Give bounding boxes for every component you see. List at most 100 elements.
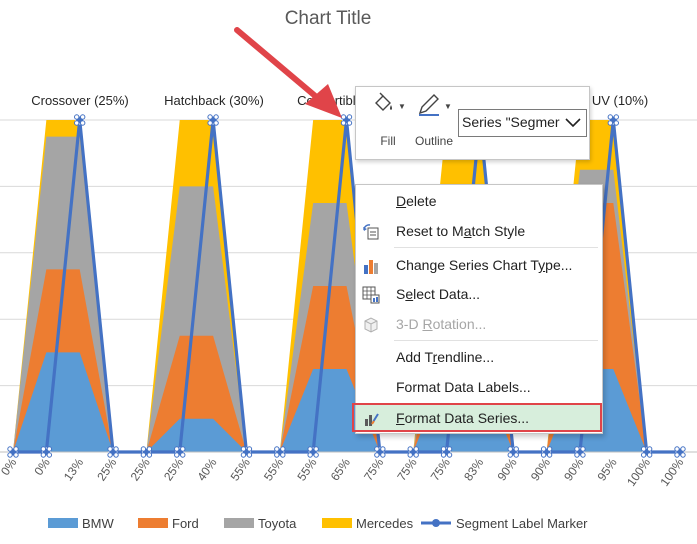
legend-swatch (224, 518, 254, 528)
marker-point[interactable] (407, 446, 419, 458)
menu-item-label: Change Series Chart Type... (396, 257, 573, 273)
tick-label: 55% (261, 455, 286, 483)
menu-item-label: Select Data... (396, 286, 481, 302)
legend-entry[interactable]: Ford (138, 516, 199, 531)
fill-button[interactable]: ▼ Fill (366, 91, 410, 148)
area-bmw[interactable] (13, 352, 680, 452)
red-arrow-annotation (234, 27, 342, 118)
menu-item-label: Delete (396, 193, 437, 209)
tick-label: 25% (128, 455, 153, 483)
legend-entry[interactable]: Mercedes (322, 516, 414, 531)
tick-label: 0% (0, 455, 20, 478)
cube-icon (362, 315, 380, 333)
legend-entry[interactable]: Toyota (224, 516, 297, 531)
legend-label: BMW (82, 516, 115, 531)
format-mini-toolbar: ▼ Fill ▼ Outline Series "Segmer (355, 86, 590, 160)
marker-point[interactable] (540, 446, 553, 458)
legend-label: Segment Label Marker (456, 516, 588, 531)
tick-label: 0% (31, 455, 53, 478)
marker-point[interactable] (374, 446, 386, 458)
tick-label: 25% (161, 455, 186, 483)
marker-point[interactable] (307, 446, 319, 458)
fill-dropdown-icon[interactable]: ▼ (398, 102, 406, 111)
menu-separator (394, 340, 598, 341)
tick-label: 13% (61, 455, 86, 483)
legend-label: Mercedes (356, 516, 414, 531)
menu-item-label: Add Trendline... (396, 349, 495, 365)
tick-label: 75% (361, 455, 386, 483)
menu-item-delete[interactable]: Delete (356, 187, 602, 215)
chart-element-selector[interactable]: Series "Segmer (458, 109, 587, 137)
format-series-icon (362, 409, 380, 427)
legend-swatch (48, 518, 78, 528)
area-ford[interactable] (13, 203, 680, 452)
marker-point[interactable] (574, 446, 586, 458)
menu-item-label: Reset to Match Style (396, 223, 526, 239)
tick-label: 90% (528, 455, 553, 483)
segment-label: UV (10%) (592, 93, 648, 108)
segment-label: Hatchback (30%) (164, 93, 264, 108)
select-data-icon (362, 285, 380, 304)
menu-item-add-trendline[interactable]: Add Trendline... (356, 343, 602, 371)
tick-label: 40% (194, 455, 219, 483)
marker-point[interactable] (207, 114, 219, 126)
menu-item-change-series-chart-type[interactable]: Change Series Chart Type... (356, 251, 602, 279)
legend-label: Toyota (258, 516, 297, 531)
legend-entry[interactable]: Segment Label Marker (421, 516, 588, 531)
menu-item-format-data-series[interactable]: Format Data Series... (356, 404, 602, 432)
marker-point[interactable] (174, 446, 186, 458)
stacked-area-series[interactable] (0, 120, 697, 453)
menu-item-reset-to-match-style[interactable]: Reset to Match Style (356, 217, 602, 245)
tick-label: 75% (394, 455, 419, 483)
marker-point[interactable] (440, 446, 453, 458)
tick-label: 95% (595, 455, 620, 483)
marker-point[interactable] (607, 114, 619, 126)
context-menu: Delete Reset to Match Style Change Serie… (355, 184, 603, 434)
legend-swatch (432, 519, 440, 527)
fill-label: Fill (380, 134, 396, 148)
chart-element-selector-value: Series "Segmer (462, 114, 560, 130)
marker-point[interactable] (674, 446, 686, 458)
outline-label: Outline (414, 134, 454, 148)
marker-point[interactable] (107, 446, 119, 458)
tick-label: 100% (657, 455, 686, 488)
outline-dropdown-icon[interactable]: ▼ (444, 102, 452, 111)
bar-chart-icon (362, 256, 380, 274)
tick-label: 90% (561, 455, 586, 483)
marker-point[interactable] (507, 446, 519, 458)
segment-label: Crossover (25%) (31, 93, 129, 108)
tick-label: 55% (228, 455, 253, 483)
marker-point[interactable] (240, 446, 253, 458)
marker-point[interactable] (7, 446, 19, 458)
legend[interactable]: BMW Ford Toyota Mercedes Segment Label Marke… (48, 516, 588, 531)
legend-label: Ford (172, 516, 199, 531)
menu-item-select-data[interactable]: Select Data... (356, 280, 602, 308)
tick-label: 83% (461, 455, 486, 483)
menu-item-label: 3-D Rotation... (396, 316, 487, 332)
chart-title[interactable]: Chart Title (285, 8, 372, 29)
chevron-down-icon[interactable] (564, 113, 582, 134)
legend-swatch (322, 518, 352, 528)
pen-outline-icon (416, 91, 442, 117)
marker-point[interactable] (640, 446, 653, 458)
menu-item-3d-rotation: 3-D Rotation... (356, 310, 602, 338)
marker-point[interactable] (274, 446, 286, 458)
menu-item-label: Format Data Labels... (396, 379, 531, 395)
marker-point[interactable] (340, 114, 353, 126)
marker-point[interactable] (140, 446, 153, 458)
paint-bucket-icon (370, 91, 396, 117)
tick-label: 75% (428, 455, 453, 483)
legend-entry[interactable]: BMW (48, 516, 115, 531)
reset-style-icon (362, 222, 380, 240)
tick-label: 65% (328, 455, 353, 483)
outline-button[interactable]: ▼ Outline (408, 91, 460, 148)
tick-label: 55% (294, 455, 319, 483)
legend-swatch (138, 518, 168, 528)
marker-point[interactable] (74, 114, 86, 126)
tick-label: 100% (624, 455, 653, 488)
menu-item-label: Format Data Series... (396, 410, 530, 426)
tick-label: 25% (94, 455, 119, 483)
marker-point[interactable] (40, 446, 53, 458)
menu-item-format-data-labels[interactable]: Format Data Labels... (356, 373, 602, 401)
